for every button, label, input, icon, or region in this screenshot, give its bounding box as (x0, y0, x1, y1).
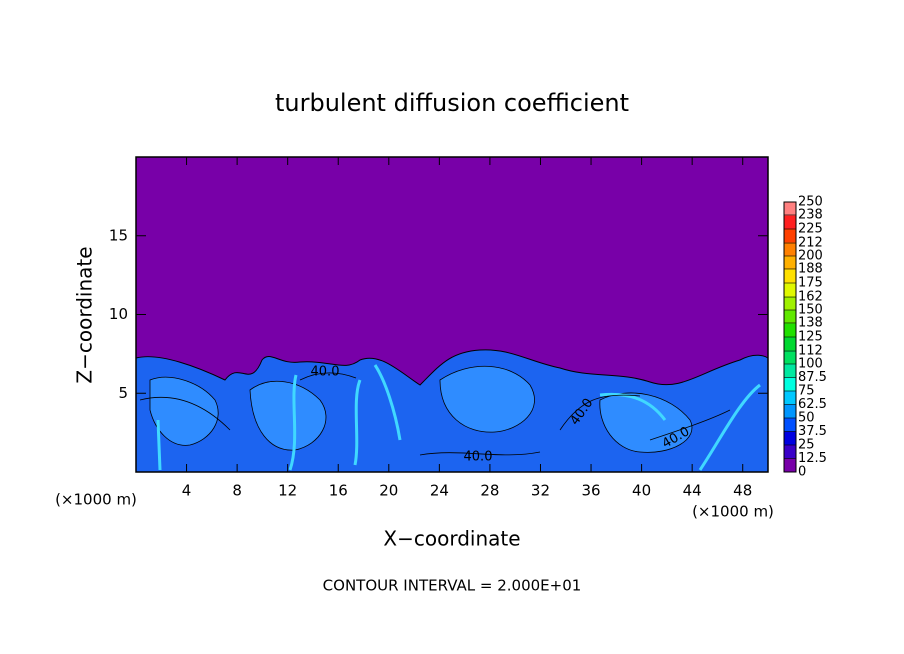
x-axis-label: X−coordinate (383, 527, 520, 551)
y-tick-label: 5 (118, 384, 128, 402)
turbulent-layer-inner (149, 365, 693, 453)
colorbar-tick-label: 62.5 (798, 397, 827, 412)
colorbar-cell (784, 337, 796, 351)
y-tick-label: 10 (109, 305, 128, 323)
colorbar-cell (784, 350, 796, 364)
x-tick-label: 16 (329, 482, 348, 500)
colorbar-tick-label: 37.5 (798, 424, 827, 439)
colorbar-tick-label: 112 (798, 344, 823, 359)
colorbar-cell (784, 296, 796, 310)
colorbar-cell (784, 242, 796, 256)
colorbar-cell (784, 458, 796, 472)
x-tick-label: 44 (683, 482, 702, 500)
colorbar-tick-label: 138 (798, 315, 823, 330)
colorbar-tick-label: 0 (798, 465, 806, 480)
turbulent-streak (156, 364, 761, 471)
colorbar-cell (784, 364, 796, 378)
colorbar-tick-label: 238 (798, 207, 823, 222)
y-unit-label: (×1000 m) (55, 491, 137, 509)
colorbar-tick-label: 50 (798, 411, 815, 426)
colorbar-cell (784, 377, 796, 391)
x-tick-label: 36 (581, 482, 600, 500)
plot-area: 40.040.040.040.0 (135, 156, 769, 473)
colorbar-tick-label: 12.5 (798, 451, 827, 466)
colorbar-cell (784, 431, 796, 445)
colorbar-cell (784, 229, 796, 243)
y-tick-label: 15 (109, 226, 128, 244)
chart-title: turbulent diffusion coefficient (275, 89, 629, 117)
colorbar-cell (784, 269, 796, 283)
colorbar-cell (784, 310, 796, 324)
x-tick-label: 24 (430, 482, 449, 500)
colorbar-tick-label: 175 (798, 276, 823, 291)
colorbar-tick-label: 25 (798, 438, 815, 453)
colorbar-cell (784, 215, 796, 229)
colorbar-tick-label: 150 (798, 303, 823, 318)
colorbar-tick-label: 200 (798, 249, 823, 264)
y-axis-label: Z−coordinate (73, 246, 97, 383)
contour-label: 40.0 (311, 365, 340, 380)
colorbar-cell (784, 418, 796, 432)
x-tick-label: 40 (632, 482, 651, 500)
colorbar-tick-label: 188 (798, 261, 823, 276)
colorbar-tick-label: 100 (798, 357, 823, 372)
colorbar-cell (784, 445, 796, 459)
colorbar-cell (784, 391, 796, 405)
x-tick-label: 12 (278, 482, 297, 500)
x-tick-label: 32 (531, 482, 550, 500)
contour-line (139, 372, 731, 456)
colorbar-tick-label: 125 (798, 330, 823, 345)
x-tick-label: 20 (379, 482, 398, 500)
contour-label: 40.0 (464, 450, 493, 465)
x-unit-label: (×1000 m) (692, 503, 774, 521)
x-tick-label: 8 (232, 482, 242, 500)
x-tick-label: 28 (480, 482, 499, 500)
colorbar-cell (784, 323, 796, 337)
colorbar-cell (784, 256, 796, 270)
colorbar-cell (784, 202, 796, 216)
colorbar-cell (784, 283, 796, 297)
x-tick-label: 48 (733, 482, 752, 500)
footnote: CONTOUR INTERVAL = 2.000E+01 (323, 577, 582, 595)
colorbar-cell (784, 404, 796, 418)
colorbar-tick-label: 225 (798, 222, 823, 237)
colorbar-tick-label: 87.5 (798, 370, 827, 385)
colorbar-tick-label: 162 (798, 290, 823, 305)
colorbar-tick-label: 250 (798, 195, 823, 210)
colorbar-tick-label: 75 (798, 384, 815, 399)
colorbar-tick-label: 212 (798, 236, 823, 251)
x-tick-label: 4 (182, 482, 192, 500)
